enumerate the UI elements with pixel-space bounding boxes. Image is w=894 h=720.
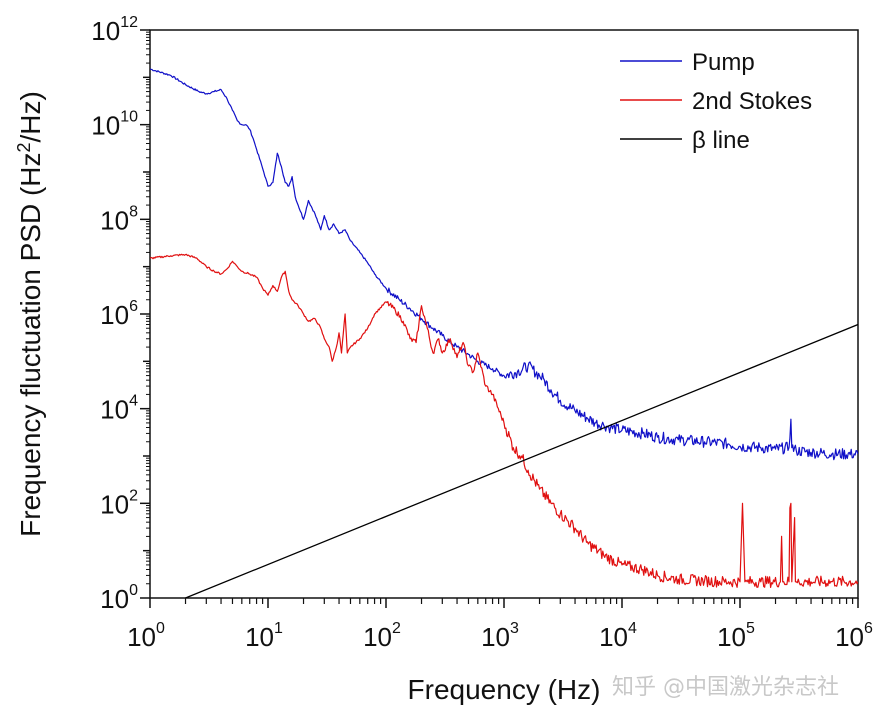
x-tick-label: 106 bbox=[835, 620, 873, 652]
y-tick-label: 102 bbox=[100, 487, 138, 519]
series-group bbox=[150, 68, 858, 598]
legend-label-pump: Pump bbox=[692, 49, 755, 76]
series-line-pump bbox=[150, 68, 858, 461]
x-tick-label: 105 bbox=[717, 620, 755, 652]
series-line-line bbox=[185, 323, 858, 598]
watermark: 知乎 @中国激光杂志社 bbox=[612, 675, 839, 700]
x-tick-label: 104 bbox=[599, 620, 637, 652]
y-tick-label: 1012 bbox=[91, 14, 138, 46]
legend-label-2nd-stokes: 2nd Stokes bbox=[692, 88, 812, 115]
y-axis-title: Frequency fluctuation PSD (Hz2/Hz) bbox=[14, 91, 46, 537]
plot-area-frame bbox=[149, 29, 859, 599]
y-tick-labels: 100 102 104 106 108 1010 1012 bbox=[91, 14, 138, 614]
series-line-2nd-stokes bbox=[150, 253, 858, 588]
major-ticks bbox=[140, 29, 859, 608]
y-tick-label: 106 bbox=[100, 298, 138, 330]
x-tick-label: 103 bbox=[481, 620, 519, 652]
x-tick-label: 102 bbox=[363, 620, 401, 652]
y-axis-title-post: /Hz) bbox=[15, 91, 46, 142]
x-tick-labels: 100 101 102 103 104 105 106 bbox=[127, 620, 873, 652]
legend-label-beta-line: β line bbox=[692, 127, 750, 154]
y-tick-label: 104 bbox=[100, 393, 138, 425]
x-axis-title: Frequency (Hz) bbox=[408, 674, 601, 705]
legend: Pump 2nd Stokes β line bbox=[620, 49, 812, 154]
x-tick-label: 101 bbox=[245, 620, 283, 652]
y-tick-label: 1010 bbox=[91, 109, 138, 141]
y-tick-label: 108 bbox=[100, 203, 138, 235]
minor-ticks bbox=[146, 31, 854, 604]
y-axis-title-pre: Frequency fluctuation PSD (Hz bbox=[15, 152, 46, 536]
y-axis-title-sup: 2 bbox=[14, 142, 34, 152]
y-tick-label: 100 bbox=[100, 582, 138, 614]
x-tick-label: 100 bbox=[127, 620, 165, 652]
